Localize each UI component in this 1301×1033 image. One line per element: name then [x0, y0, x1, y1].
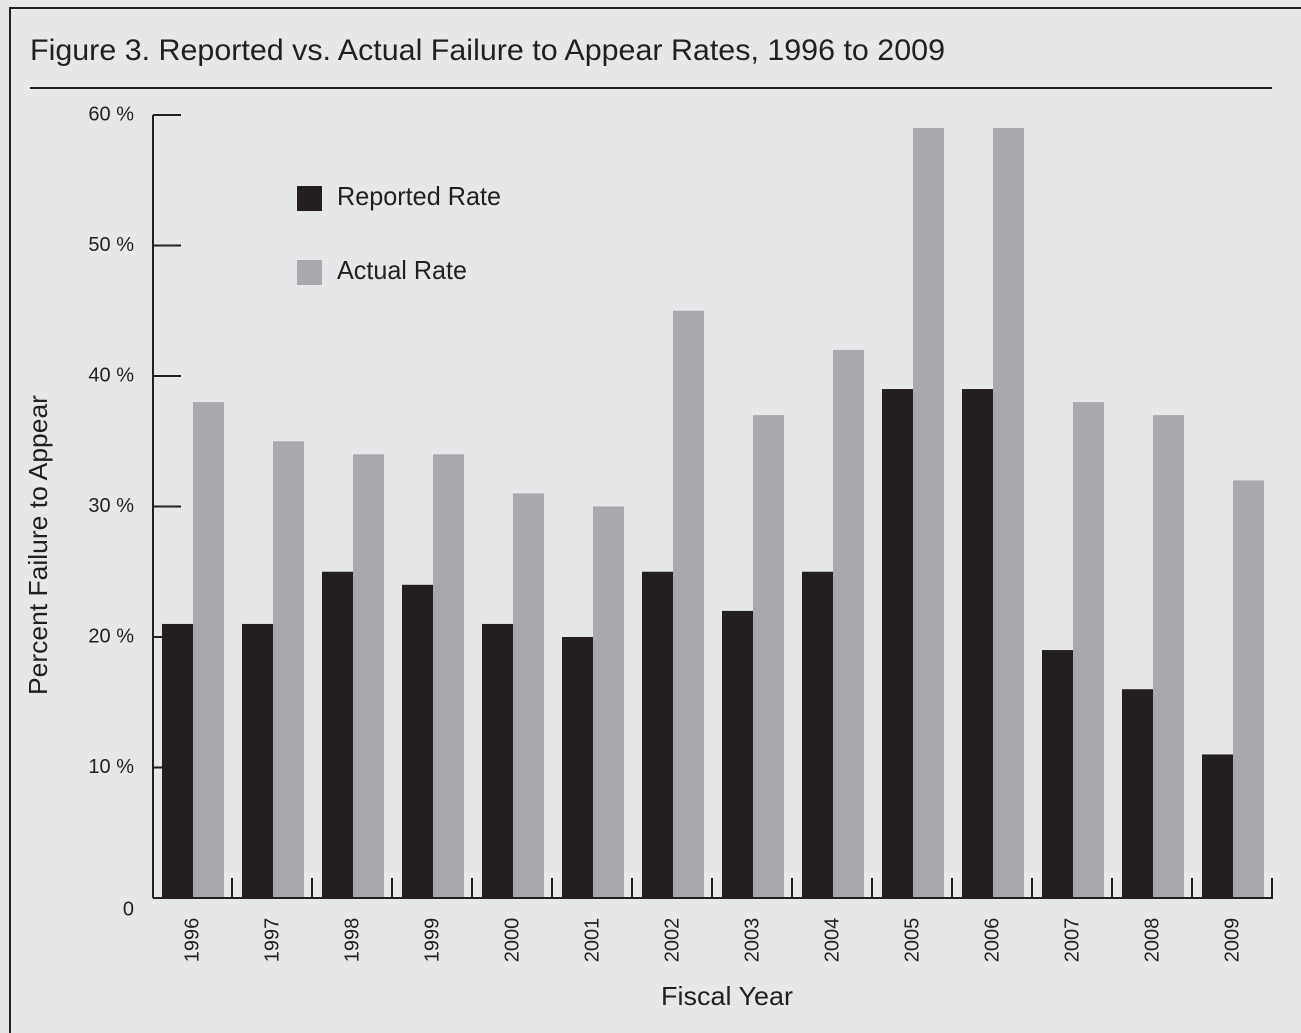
- x-tick-label: 2003: [741, 918, 763, 963]
- bar: [353, 454, 384, 898]
- legend-label: Reported Rate: [337, 181, 501, 211]
- bar: [1233, 480, 1264, 898]
- x-tick-label: 2007: [1061, 918, 1083, 963]
- x-tick-label: 1999: [421, 918, 443, 963]
- x-tick-label: 2008: [1141, 918, 1163, 963]
- bar: [802, 571, 833, 898]
- bar: [753, 415, 784, 898]
- bar: [322, 571, 353, 898]
- bar: [993, 128, 1024, 899]
- bar: [833, 349, 864, 898]
- x-tick-label: 2009: [1221, 918, 1243, 963]
- bar: [882, 389, 913, 898]
- bar: [673, 310, 704, 898]
- x-tick-label: 2000: [501, 918, 523, 963]
- bar: [913, 128, 944, 899]
- y-tick-label: 20 %: [88, 625, 134, 647]
- legend-label: Actual Rate: [337, 255, 467, 285]
- bar: [402, 584, 433, 898]
- x-tick-label: 2001: [581, 918, 603, 963]
- x-tick-label: 1998: [341, 918, 363, 963]
- bar: [513, 493, 544, 898]
- y-tick-label: 10 %: [88, 756, 134, 778]
- bar: [562, 637, 593, 898]
- x-tick-label: 1996: [181, 918, 203, 963]
- bar: [273, 441, 304, 898]
- bar: [962, 389, 993, 898]
- bar: [162, 623, 193, 898]
- y-tick-label: 60 %: [88, 103, 134, 125]
- bar: [722, 610, 753, 898]
- chart-title: Figure 3. Reported vs. Actual Failure to…: [30, 34, 945, 67]
- bar: [242, 623, 273, 898]
- x-tick-label: 2005: [901, 918, 923, 963]
- y-tick-label: 30 %: [88, 495, 134, 517]
- y-tick-label: 40 %: [88, 364, 134, 386]
- x-tick-label: 2004: [821, 918, 843, 963]
- legend-swatch: [297, 260, 322, 285]
- x-tick-label: 1997: [261, 918, 283, 963]
- bar: [1122, 689, 1153, 898]
- y-tick-label: 0: [123, 898, 134, 920]
- legend-swatch: [297, 186, 322, 211]
- bar: [593, 506, 624, 898]
- y-axis-title: Percent Failure to Appear: [23, 395, 53, 695]
- x-axis-title: Fiscal Year: [661, 981, 793, 1011]
- x-tick-label: 2002: [661, 918, 683, 963]
- bar: [1042, 650, 1073, 898]
- bar: [642, 571, 673, 898]
- bar: [1073, 402, 1104, 898]
- x-tick-label: 2006: [981, 918, 1003, 963]
- bar: [433, 454, 464, 898]
- bar: [482, 623, 513, 898]
- bar: [193, 402, 224, 898]
- y-tick-label: 50 %: [88, 234, 134, 256]
- bar: [1202, 754, 1233, 898]
- bar: [1153, 415, 1184, 898]
